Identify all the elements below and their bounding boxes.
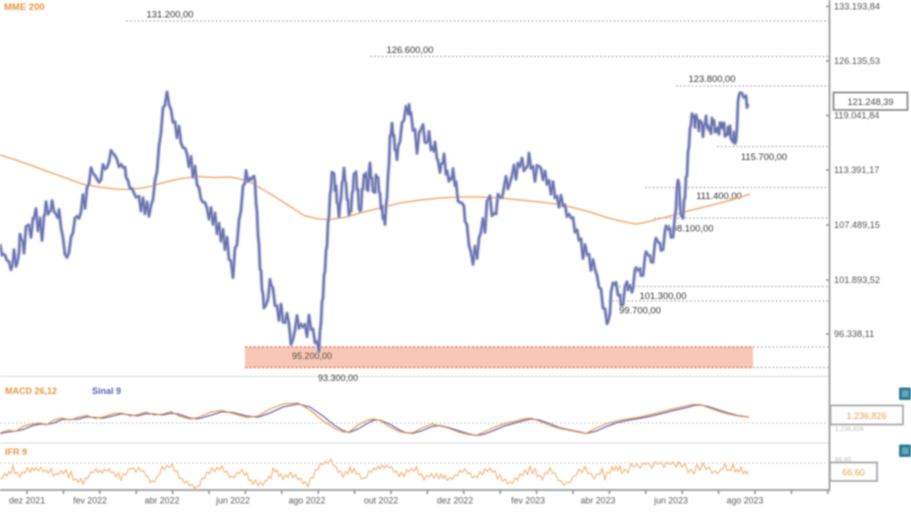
svg-text:dez 2022: dez 2022 <box>437 496 473 506</box>
svg-text:126.135,53: 126.135,53 <box>834 56 880 66</box>
svg-text:115.700,00: 115.700,00 <box>741 151 787 162</box>
svg-text:107.489,15: 107.489,15 <box>834 220 880 230</box>
svg-text:1.236,826: 1.236,826 <box>835 426 864 433</box>
svg-text:101.893,52: 101.893,52 <box>834 275 880 285</box>
svg-text:123.800,00: 123.800,00 <box>689 73 736 84</box>
svg-text:1.236,826: 1.236,826 <box>846 411 886 421</box>
svg-text:MACD 26,12: MACD 26,12 <box>5 386 57 396</box>
svg-text:66,60: 66,60 <box>835 457 852 464</box>
svg-text:131.200,00: 131.200,00 <box>147 8 194 19</box>
svg-text:fev 2022: fev 2022 <box>73 496 107 506</box>
svg-text:IFR 9: IFR 9 <box>5 447 27 457</box>
svg-text:126.600,00: 126.600,00 <box>387 44 434 55</box>
svg-text:fev 2023: fev 2023 <box>511 496 545 506</box>
svg-text:dez 2021: dez 2021 <box>9 496 45 506</box>
svg-text:jun 2023: jun 2023 <box>653 496 688 506</box>
svg-text:119.041,84: 119.041,84 <box>834 110 879 120</box>
svg-text:ago 2022: ago 2022 <box>289 496 326 506</box>
svg-text:95.200,00: 95.200,00 <box>292 351 332 361</box>
svg-text:ago 2023: ago 2023 <box>727 496 764 506</box>
svg-text:abr 2022: abr 2022 <box>145 496 180 506</box>
svg-text:66,60: 66,60 <box>842 468 865 478</box>
svg-text:133.193,84: 133.193,84 <box>834 1 880 11</box>
svg-text:96.338,11: 96.338,11 <box>834 329 874 339</box>
svg-text:out 2022: out 2022 <box>364 496 398 506</box>
svg-text:MME 200: MME 200 <box>4 2 45 13</box>
svg-text:93.300,00: 93.300,00 <box>318 373 358 383</box>
svg-text:jun 2022: jun 2022 <box>215 496 250 506</box>
svg-text:111.400,00: 111.400,00 <box>696 190 742 201</box>
svg-text:101.300,00: 101.300,00 <box>640 290 687 301</box>
svg-text:113.391,17: 113.391,17 <box>834 165 879 175</box>
svg-text:abr 2023: abr 2023 <box>581 496 616 506</box>
svg-text:99.700,00: 99.700,00 <box>619 304 661 315</box>
svg-text:121.248,39: 121.248,39 <box>848 97 894 107</box>
svg-text:108.100,00: 108.100,00 <box>667 222 714 233</box>
svg-text:Sinal 9: Sinal 9 <box>92 386 121 396</box>
